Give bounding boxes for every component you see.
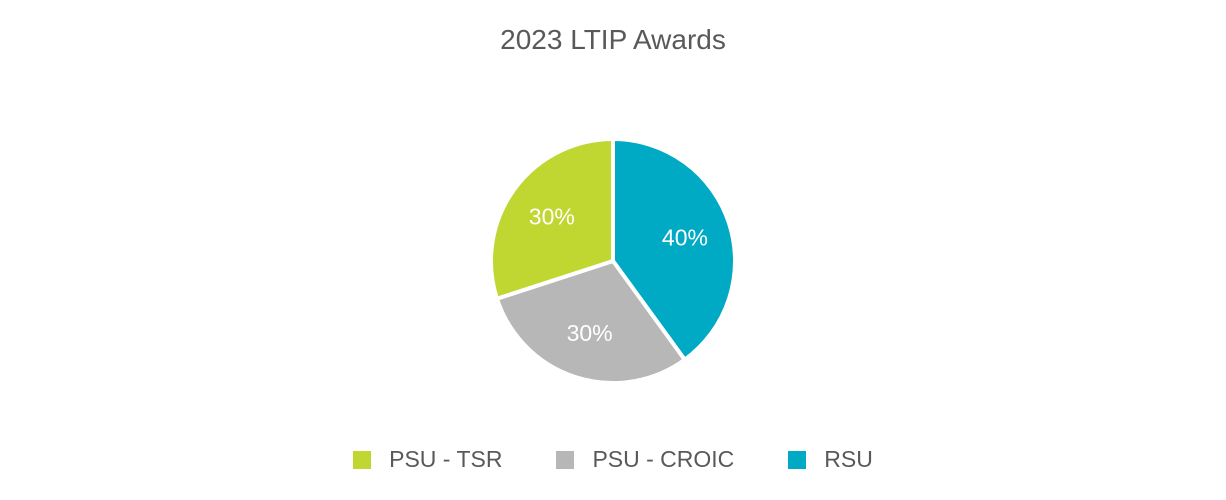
pie-slice-psu-croic bbox=[494, 259, 687, 385]
data-label-rsu: 40% bbox=[662, 225, 708, 251]
legend-item-psu-tsr: PSU - TSR bbox=[353, 446, 502, 473]
legend-item-rsu: RSU bbox=[788, 446, 873, 473]
data-label-psu-tsr: 30% bbox=[529, 204, 575, 230]
legend-label-rsu: RSU bbox=[824, 446, 873, 472]
pie-slice-rsu bbox=[611, 137, 737, 362]
legend-swatch-rsu bbox=[788, 450, 807, 469]
legend: PSU - TSR PSU - CROIC RSU bbox=[0, 446, 1226, 473]
legend-label-psu-tsr: PSU - TSR bbox=[389, 446, 503, 472]
legend-item-psu-croic: PSU - CROIC bbox=[556, 446, 734, 473]
legend-swatch-psu-tsr bbox=[353, 450, 372, 469]
chart-title: 2023 LTIP Awards bbox=[500, 24, 726, 55]
pie-chart: 40% 30% 30% bbox=[489, 137, 737, 385]
legend-label-psu-croic: PSU - CROIC bbox=[592, 446, 735, 472]
data-label-psu-croic: 30% bbox=[567, 320, 613, 346]
pie-slice-psu-tsr bbox=[489, 137, 615, 301]
legend-swatch-psu-croic bbox=[556, 450, 575, 469]
